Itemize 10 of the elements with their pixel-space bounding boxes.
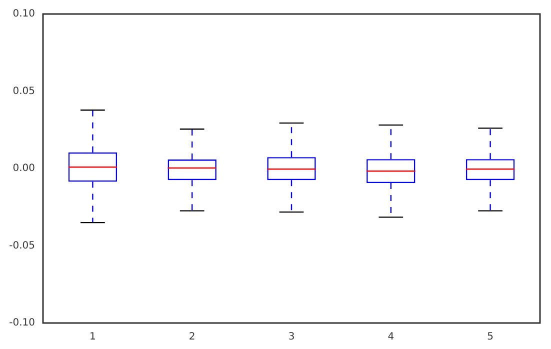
x-tick-label: 3	[288, 332, 295, 343]
y-tick-label: 0.05	[12, 86, 35, 97]
y-tick-label: 0.10	[12, 8, 35, 20]
x-tick-label: 1	[90, 332, 96, 343]
x-tick-label: 2	[188, 332, 196, 343]
y-tick-label: 0.00	[12, 163, 35, 174]
x-tick-label: 5	[487, 332, 494, 343]
x-tick-label: 4	[388, 332, 394, 343]
y-tick-label: -0.05	[9, 240, 35, 252]
y-tick-label: -0.10	[9, 318, 35, 329]
